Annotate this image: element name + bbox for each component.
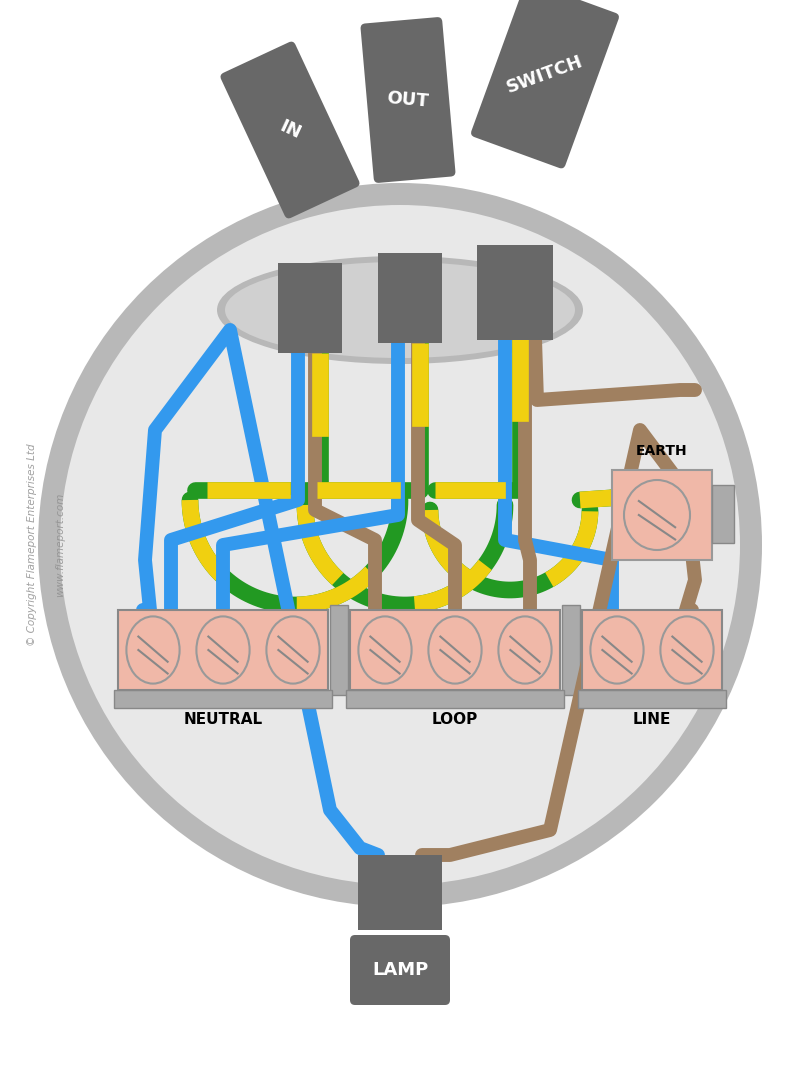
FancyBboxPatch shape — [471, 0, 619, 168]
Text: LOOP: LOOP — [432, 712, 478, 727]
Bar — [278, 263, 342, 353]
Text: © Copyright Flameport Enterprises Ltd: © Copyright Flameport Enterprises Ltd — [27, 443, 37, 647]
Ellipse shape — [225, 262, 575, 358]
Ellipse shape — [60, 205, 740, 885]
Ellipse shape — [498, 616, 552, 684]
Text: EARTH: EARTH — [636, 443, 688, 458]
Text: SWITCH: SWITCH — [505, 53, 586, 97]
FancyBboxPatch shape — [361, 17, 455, 183]
Ellipse shape — [624, 480, 690, 550]
Bar — [712, 485, 734, 544]
Bar — [350, 610, 560, 690]
Bar — [562, 605, 580, 695]
Ellipse shape — [196, 616, 250, 684]
Bar — [358, 855, 442, 930]
Ellipse shape — [660, 616, 714, 684]
FancyBboxPatch shape — [350, 935, 450, 1005]
Text: NEUTRAL: NEUTRAL — [183, 712, 263, 727]
Text: LINE: LINE — [633, 712, 671, 727]
Bar — [330, 605, 348, 695]
Text: IN: IN — [277, 117, 303, 142]
Ellipse shape — [590, 616, 644, 684]
Ellipse shape — [266, 616, 320, 684]
Bar — [378, 253, 442, 343]
Ellipse shape — [38, 183, 762, 907]
FancyBboxPatch shape — [221, 41, 359, 218]
Text: LAMP: LAMP — [372, 961, 428, 979]
Bar — [612, 470, 712, 560]
Ellipse shape — [428, 616, 482, 684]
Bar — [582, 610, 722, 690]
Bar — [477, 245, 553, 340]
Ellipse shape — [217, 257, 583, 364]
Ellipse shape — [358, 616, 412, 684]
Ellipse shape — [127, 616, 179, 684]
Bar — [118, 610, 328, 690]
Text: OUT: OUT — [386, 89, 430, 111]
Bar — [346, 690, 564, 708]
Bar — [114, 690, 332, 708]
Bar — [578, 690, 726, 708]
Text: www.flameport.com: www.flameport.com — [55, 492, 65, 597]
